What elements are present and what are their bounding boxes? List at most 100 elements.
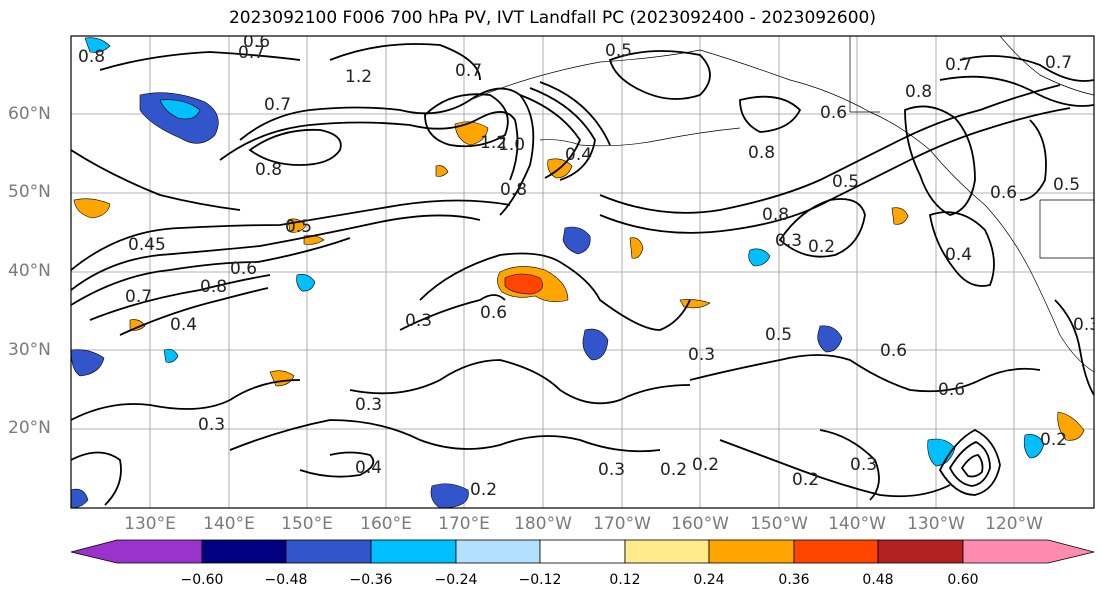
contour-label: 0.7 <box>125 287 152 307</box>
contour-label: 0.2 <box>692 455 719 475</box>
contour-line <box>599 84 1061 214</box>
contour-label: 0.4 <box>945 245 972 265</box>
contour-label: 0.5 <box>285 217 312 237</box>
shade-blue-patch <box>582 328 609 361</box>
contour-line <box>948 440 991 487</box>
lon-label: 170°W <box>593 514 651 534</box>
lon-label: 160°W <box>671 514 729 534</box>
colorbar-segment <box>624 539 710 564</box>
contour-label: 0.45 <box>128 235 166 255</box>
contour-label: 0.3 <box>850 455 877 475</box>
contour-line <box>719 439 951 498</box>
shade-blue-patch <box>71 349 105 377</box>
contour-line <box>959 55 1094 82</box>
colorbar-tick-label: 0.60 <box>947 572 979 588</box>
lon-label: 160°E <box>360 514 412 534</box>
colorbar-tick-label: −0.12 <box>518 572 562 588</box>
contour-line <box>539 81 611 146</box>
contour-line <box>519 94 582 179</box>
contour-label: 0.5 <box>605 41 632 61</box>
lon-label: 120°W <box>985 514 1043 534</box>
contour-line <box>819 429 880 501</box>
contour-label: 0.4 <box>170 315 197 335</box>
contour-line <box>778 198 866 258</box>
contour-label: 0.6 <box>990 183 1017 203</box>
gridlines <box>71 36 1094 508</box>
shade-blue-patch <box>562 226 591 255</box>
contour-label: 0.7 <box>238 43 265 63</box>
shade-blue-patch <box>817 325 843 353</box>
contour-line <box>329 43 481 81</box>
contour-label: 0.2 <box>808 237 835 257</box>
contour-label: 0.6 <box>230 259 257 279</box>
contour-label: 0.5 <box>765 325 792 345</box>
contour-line <box>349 359 691 405</box>
contour-label: 1.2 <box>345 67 372 87</box>
contour-line <box>1019 119 1047 201</box>
lat-label: 60°N <box>8 104 51 124</box>
contour-label: 0.8 <box>905 82 932 102</box>
contour-label: 0.7 <box>945 55 972 75</box>
contour-line <box>599 107 1071 234</box>
contour-line <box>1054 299 1094 396</box>
contour-line <box>424 93 509 148</box>
contour-line <box>248 128 342 166</box>
lon-label: 130°E <box>124 514 176 534</box>
contour-label: 0.4 <box>565 145 592 165</box>
lon-label: 170°E <box>438 514 490 534</box>
lon-label: 150°W <box>750 514 808 534</box>
contour-line <box>239 87 535 216</box>
contour-line <box>99 51 301 71</box>
colorbar-segment <box>370 539 457 564</box>
contour-line <box>71 237 351 306</box>
contour-line <box>689 354 1041 393</box>
contour-line <box>529 87 596 181</box>
contour-label: 0.8 <box>78 47 105 67</box>
colorbar-segment <box>708 539 795 564</box>
colorbar-segment <box>793 539 879 564</box>
contour-label: 0.2 <box>660 460 687 480</box>
contour-line <box>299 451 375 478</box>
contour-label: 0.7 <box>455 61 482 81</box>
colorbar-tick-label: 0.24 <box>693 572 725 588</box>
colorbar-tick-label: −0.60 <box>180 572 224 588</box>
contour-line <box>71 199 511 271</box>
contour-label: 0.3 <box>355 395 382 415</box>
contour-label: 0.6 <box>880 341 907 361</box>
contour-line <box>939 75 1094 107</box>
contour-label: 0.8 <box>200 277 227 297</box>
contour-label: 0.8 <box>255 160 282 180</box>
contour-label: 1.0 <box>498 135 525 155</box>
contour-line <box>71 214 481 291</box>
shade-blue-patch <box>296 274 316 292</box>
colorbar-segment <box>285 539 372 564</box>
contour-label: 0.7 <box>264 95 291 115</box>
shade-orange-patch <box>73 198 111 219</box>
lat-label: 40°N <box>8 261 51 281</box>
contour-line <box>419 252 691 331</box>
contour-label: 0.3 <box>688 345 715 365</box>
colorbar-segment <box>201 539 287 564</box>
shade-orange-patch <box>435 165 449 177</box>
contour-label: 1.2 <box>480 133 507 153</box>
contour-line <box>71 379 301 421</box>
contour-line <box>71 149 241 211</box>
lon-label: 150°E <box>281 514 333 534</box>
map-border <box>70 35 1095 509</box>
shade-orange-patch <box>129 319 146 331</box>
lat-label: 50°N <box>8 182 51 202</box>
colorbar-tick-label: −0.48 <box>264 572 308 588</box>
contour-line <box>89 274 271 321</box>
shade-blue-patch <box>430 483 469 508</box>
contour-label: 0.6 <box>820 103 847 123</box>
contour-label: 0.3 <box>198 415 225 435</box>
shading-patches <box>71 37 1085 508</box>
colorbar-segment <box>455 539 541 564</box>
contour-labels: 0.8 0.7 0.6 1.2 0.7 0.5 0.7 0.8 1.2 1.0 … <box>78 36 1094 500</box>
shade-blue-patch <box>159 99 201 120</box>
contour-label: 0.3 <box>598 460 625 480</box>
shade-orange-patch <box>504 273 543 295</box>
contour-line <box>71 451 122 506</box>
contour-line <box>119 287 269 336</box>
contour-label: 0.2 <box>792 470 819 490</box>
